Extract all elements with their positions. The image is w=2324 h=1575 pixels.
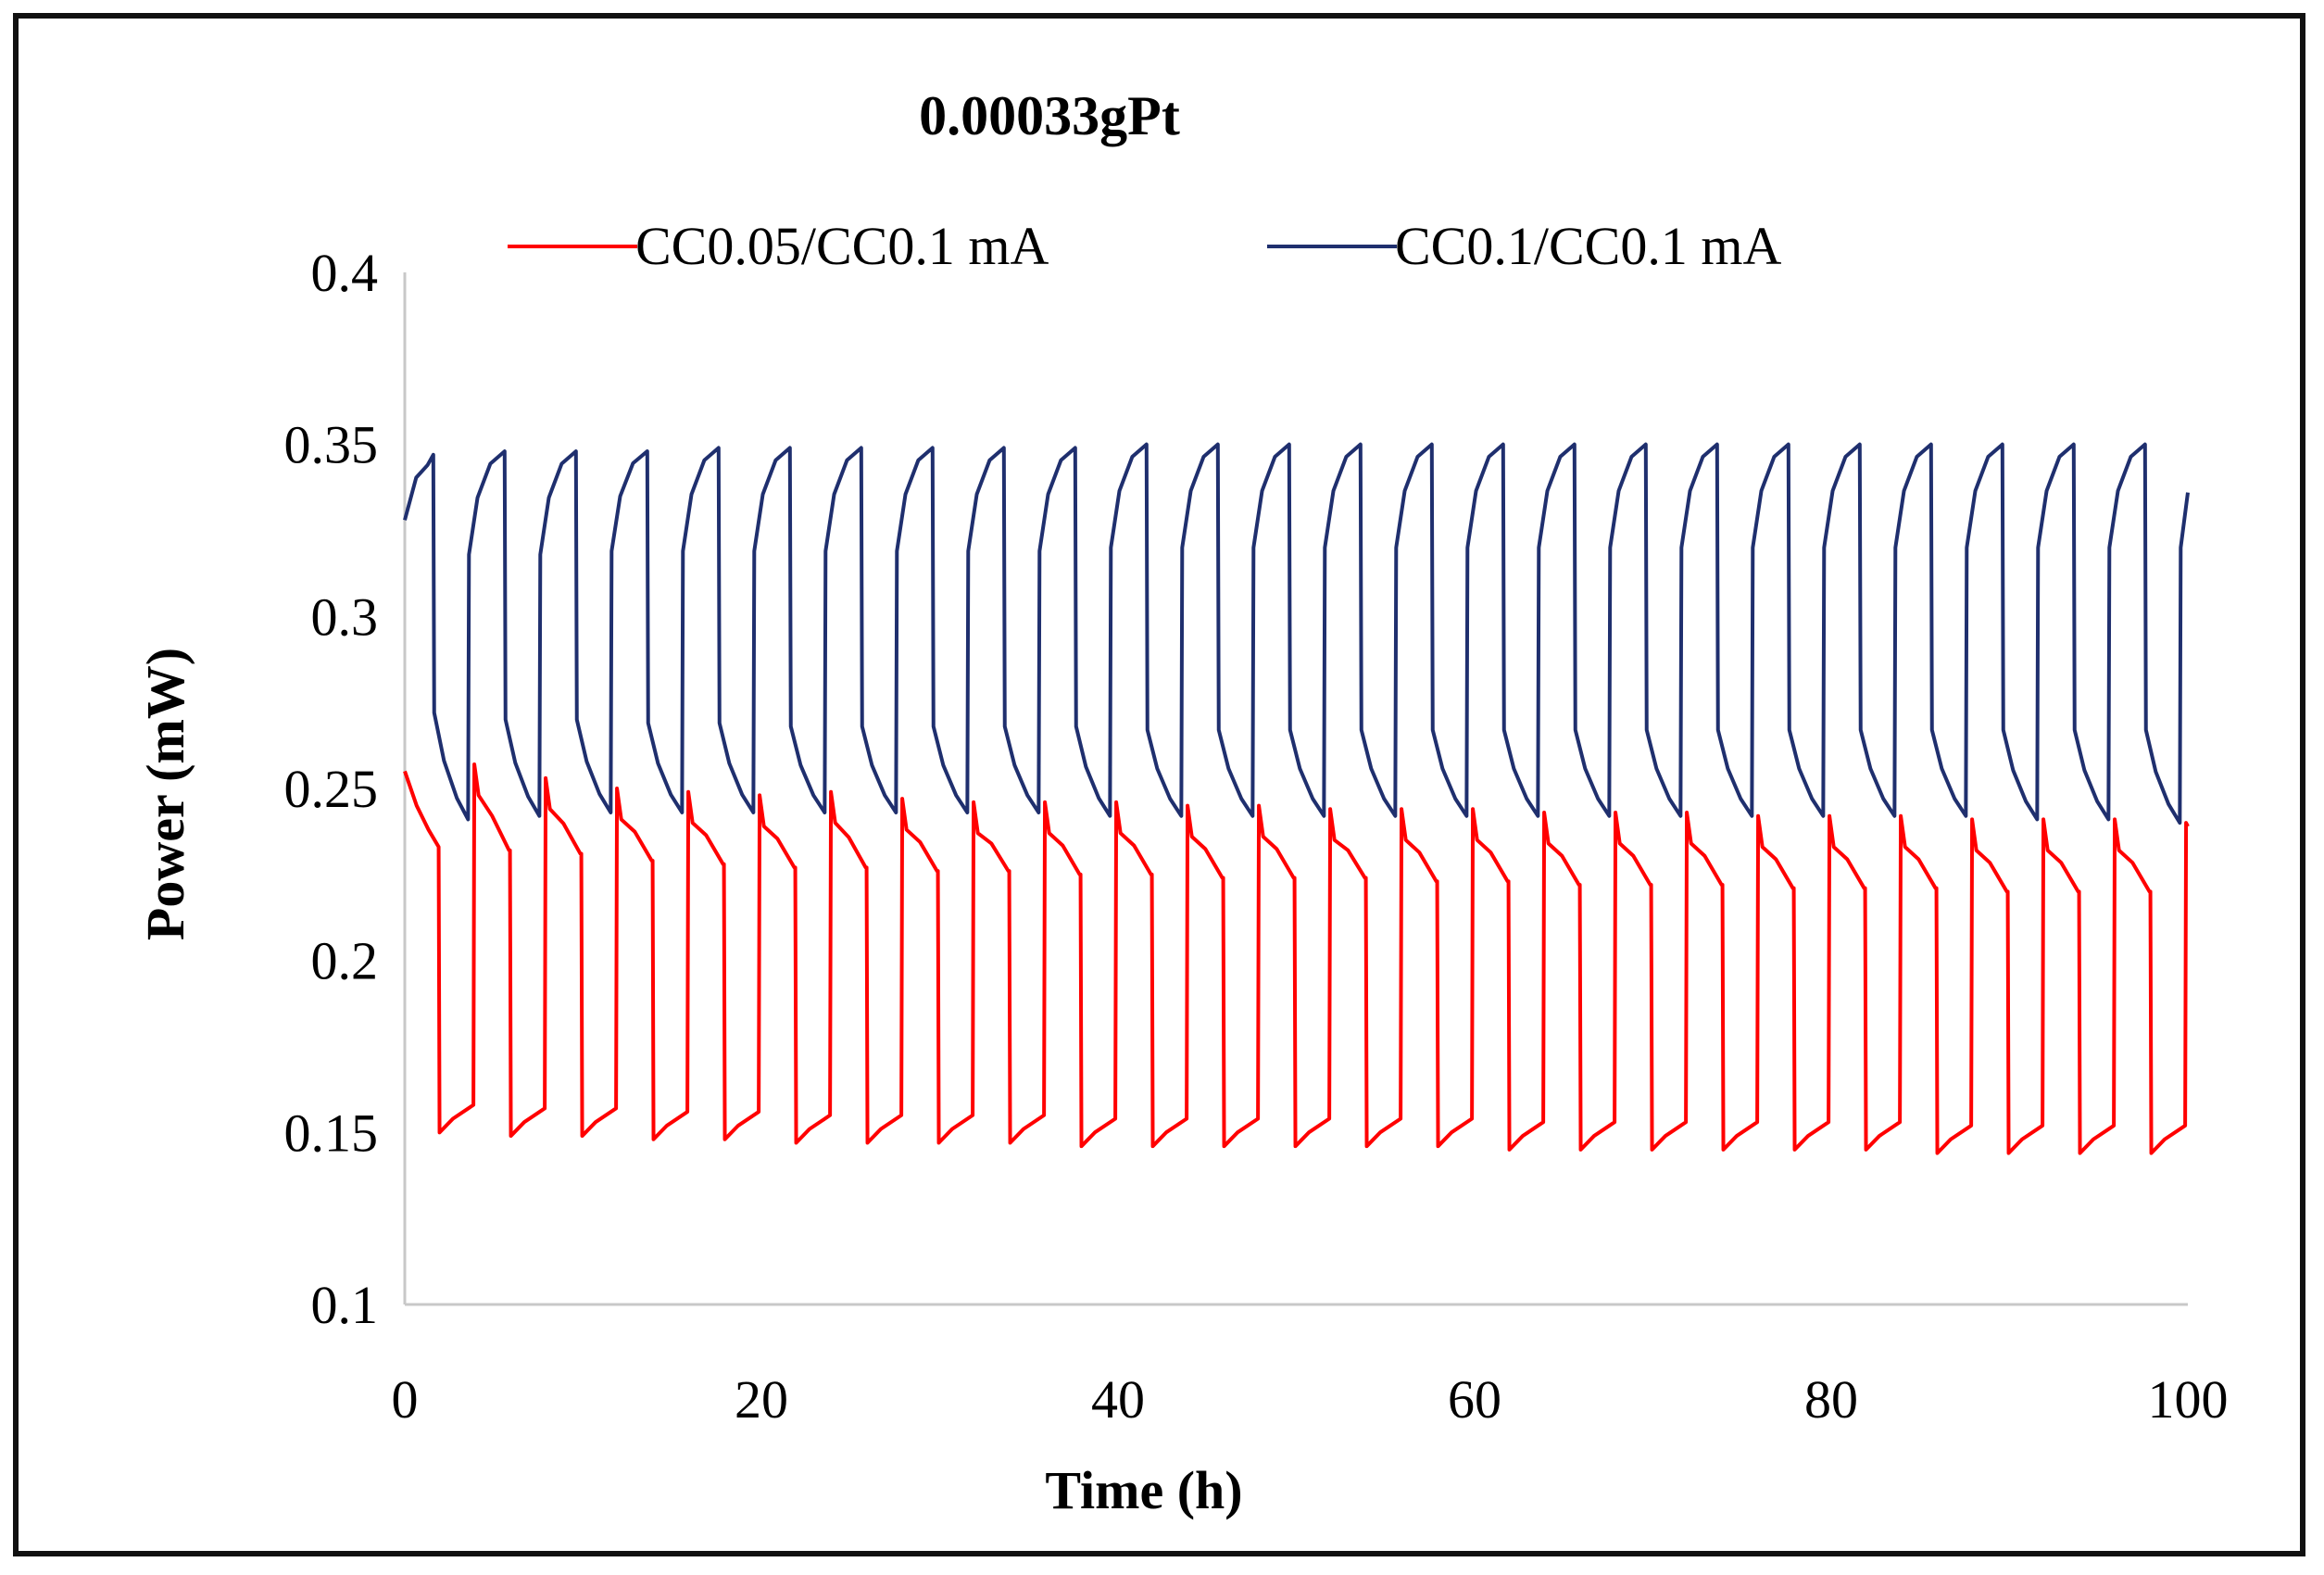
legend-label-series-1: CC0.05/CC0.1 mA (635, 216, 1049, 276)
x-tick-label: 20 (735, 1369, 788, 1430)
x-axis-title: Time (h) (1045, 1460, 1242, 1520)
y-tick-label: 0.2 (311, 931, 379, 991)
x-tick-label: 60 (1448, 1369, 1501, 1430)
axes (403, 272, 2188, 1306)
y-tick-label: 0.3 (311, 586, 379, 647)
y-tick-label: 0.25 (284, 759, 379, 819)
series-layer (403, 442, 2190, 1155)
x-tick-labels: 0 20 40 60 80 100 (392, 1369, 2229, 1430)
x-tick-label: 100 (2148, 1369, 2229, 1430)
x-tick-label: 40 (1091, 1369, 1145, 1430)
y-tick-labels: 0.1 0.15 0.2 0.25 0.3 0.35 0.4 (284, 243, 379, 1335)
chart-title: 0.00033gPt (919, 85, 1180, 146)
y-tick-label: 0.15 (284, 1102, 379, 1163)
series-line-cc01-cc01 (403, 442, 2190, 825)
legend-label-series-2: CC0.1/CC0.1 mA (1395, 216, 1781, 276)
x-tick-label: 80 (1804, 1369, 1858, 1430)
series-line-cc005-cc01 (403, 762, 2190, 1155)
y-axis-title: Power (mW) (135, 648, 195, 940)
legend: CC0.05/CC0.1 mA CC0.1/CC0.1 mA (508, 216, 1781, 276)
y-tick-label: 0.35 (284, 415, 379, 475)
chart-frame (13, 13, 2305, 1556)
y-tick-label: 0.4 (311, 243, 379, 303)
x-tick-label: 0 (392, 1369, 419, 1430)
y-tick-label: 0.1 (311, 1275, 379, 1335)
